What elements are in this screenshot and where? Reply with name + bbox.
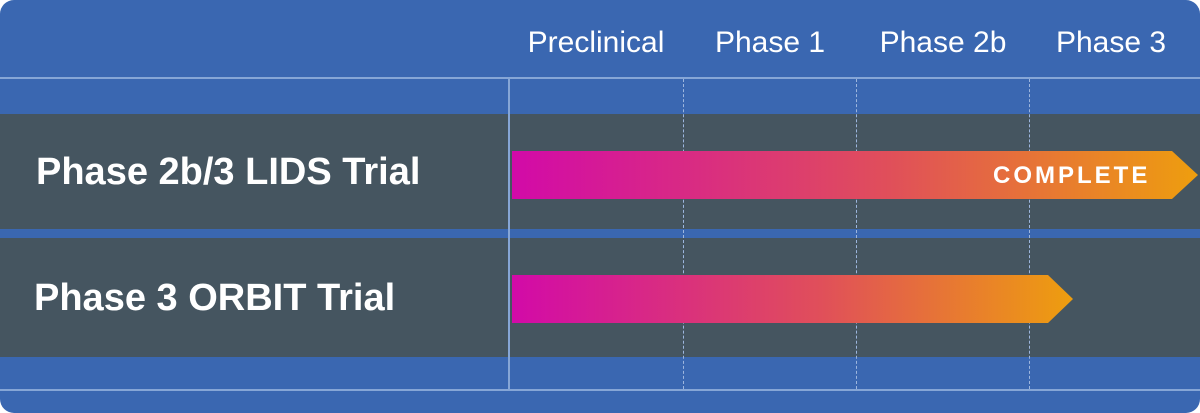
phase-label-phase-1: Phase 1	[714, 26, 826, 59]
progress-bar-lids	[512, 151, 1198, 199]
header-divider	[0, 77, 1200, 79]
progress-bar-orbit	[512, 275, 1073, 323]
grid-line-phase-3	[1029, 79, 1030, 389]
phase-label-phase-3: Phase 3	[1055, 26, 1167, 59]
footer-divider	[0, 389, 1200, 391]
grid-line-phase-2b	[856, 79, 857, 389]
status-complete-lids: COMPLETE	[993, 162, 1151, 189]
label-column-divider	[508, 79, 510, 389]
grid-line-phase-1	[683, 79, 684, 389]
trial-name-orbit: Phase 3 ORBIT Trial	[34, 277, 396, 319]
phase-label-phase-2b: Phase 2b	[879, 26, 1007, 59]
trial-name-lids: Phase 2b/3 LIDS Trial	[36, 151, 421, 193]
phase-label-preclinical: Preclinical	[527, 26, 665, 59]
